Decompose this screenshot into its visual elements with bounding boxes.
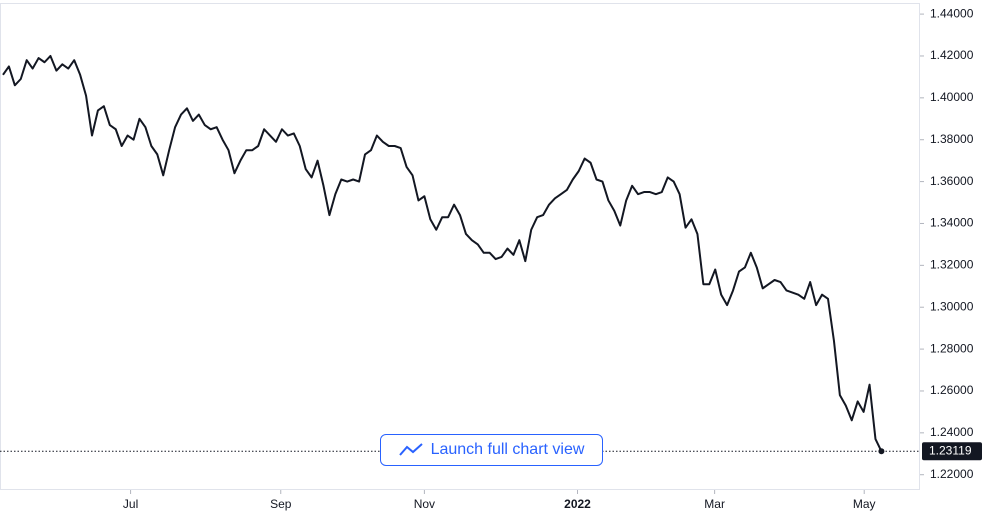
chart-icon xyxy=(398,443,423,456)
y-tick-label: 1.34000 xyxy=(930,216,974,230)
x-tick-label: May xyxy=(853,497,876,511)
x-tick-label: 2022 xyxy=(564,497,591,511)
y-tick-label: 1.30000 xyxy=(930,299,974,313)
y-tick-label: 1.26000 xyxy=(930,383,974,397)
launch-button[interactable]: Launch full chart view xyxy=(380,434,603,466)
price-line xyxy=(2,54,883,452)
last-point xyxy=(878,448,885,455)
button-label: Launch full chart view xyxy=(430,441,585,458)
y-tick-label: 1.28000 xyxy=(930,341,974,355)
last-price-label: 1.23119 xyxy=(929,443,972,457)
x-tick-label: Nov xyxy=(414,497,435,511)
y-tick-label: 1.42000 xyxy=(930,48,974,62)
y-tick-label: 1.38000 xyxy=(930,132,974,146)
y-tick-label: 1.32000 xyxy=(930,258,974,272)
y-tick-label: 1.36000 xyxy=(930,174,974,188)
y-tick-label: 1.24000 xyxy=(930,425,974,439)
x-tick-label: Jul xyxy=(123,497,138,511)
y-tick-label: 1.22000 xyxy=(930,467,974,481)
last-price-box xyxy=(922,442,982,461)
y-tick-label: 1.40000 xyxy=(930,90,974,104)
x-tick-label: Mar xyxy=(704,497,725,511)
y-tick-label: 1.44000 xyxy=(930,6,974,20)
x-tick-label: Sep xyxy=(270,497,292,511)
plot-frame xyxy=(0,3,920,490)
